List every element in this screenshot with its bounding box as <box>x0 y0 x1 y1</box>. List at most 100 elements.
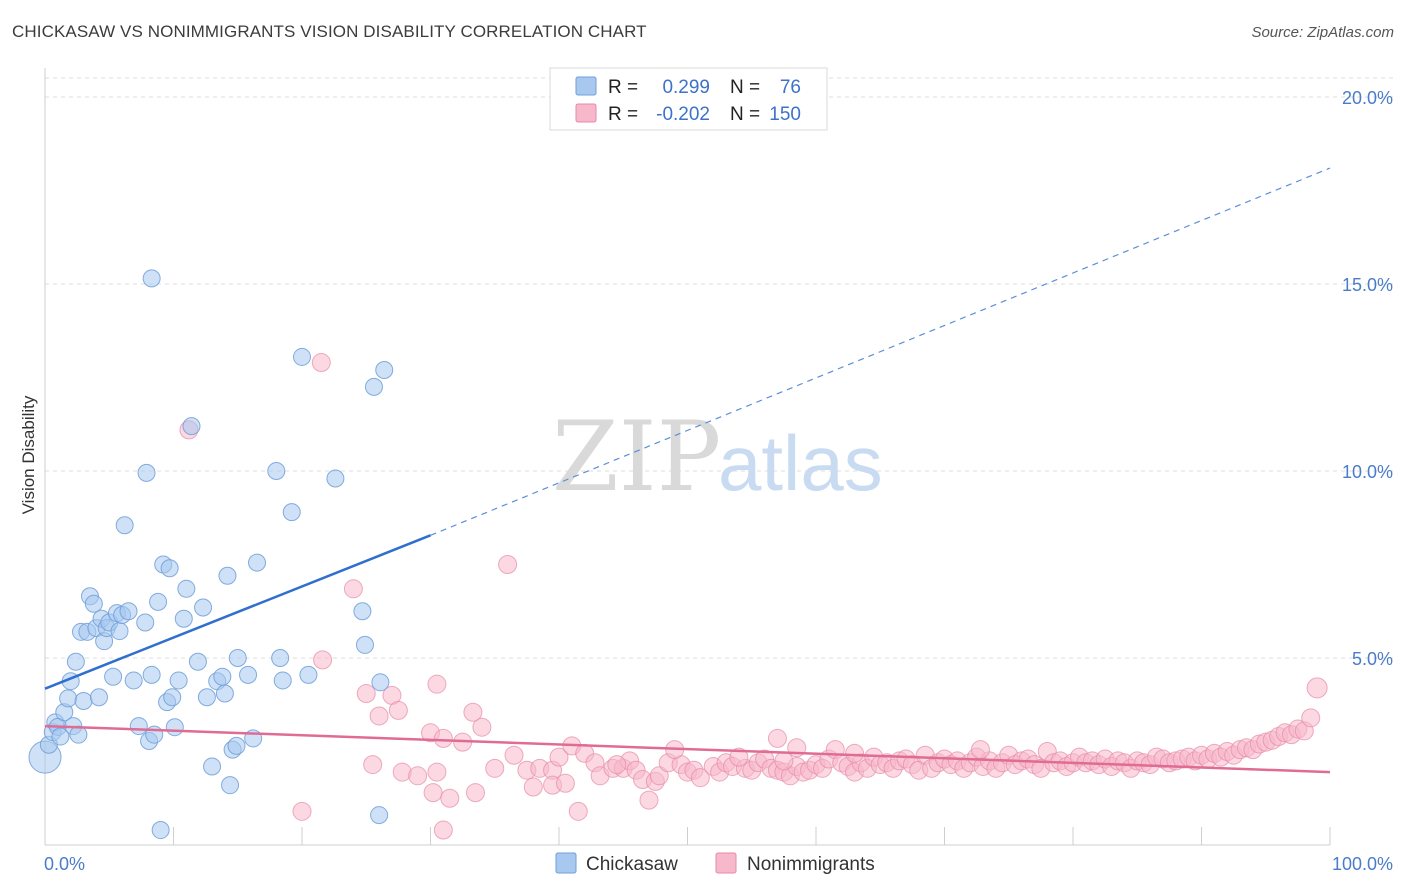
y-tick-label-3: 20.0% <box>1342 88 1393 108</box>
chickasaw-point <box>142 269 161 288</box>
chickasaw-point <box>213 667 232 686</box>
chickasaw-point <box>375 361 394 380</box>
chickasaw-point <box>218 566 237 585</box>
nonimmigrants-point <box>465 783 485 803</box>
chickasaw-point <box>248 553 267 572</box>
nonimmigrants-point <box>440 788 460 808</box>
y-tick-label-1: 10.0% <box>1342 462 1393 482</box>
chickasaw-point <box>227 736 246 755</box>
chickasaw-point <box>299 665 318 684</box>
chickasaw-point <box>74 692 93 711</box>
chickasaw-point <box>273 671 292 690</box>
nonimmigrants-point <box>690 768 710 788</box>
nonimmigrants-point <box>427 762 447 782</box>
chickasaw-point <box>66 652 85 671</box>
y-tick-labels: 5.0% 10.0% 15.0% 20.0% <box>1342 88 1393 669</box>
nonimmigrants-point <box>639 790 659 810</box>
watermark-zip: ZIP <box>552 401 721 513</box>
chickasaw-point <box>267 462 286 480</box>
nonimmigrants-point <box>549 747 569 767</box>
legend-r-label-1: R = <box>608 104 638 125</box>
nonimmigrants-point <box>504 745 524 765</box>
bottom-legend-swatch-nonimmigrants <box>715 852 737 874</box>
chickasaw-point <box>136 613 155 632</box>
chickasaw-point <box>174 609 193 628</box>
nonimmigrants-point <box>1301 708 1321 728</box>
chickasaw-point <box>326 469 345 488</box>
x-tick-label-1: 100.0% <box>1332 854 1393 874</box>
chart-title: CHICKASAW VS NONIMMIGRANTS VISION DISABI… <box>12 22 647 41</box>
chickasaw-point <box>137 463 156 482</box>
chickasaw-point <box>160 559 179 578</box>
chickasaw-point <box>370 806 389 825</box>
chickasaw-point <box>364 377 383 396</box>
nonimmigrants-point <box>774 751 794 771</box>
chickasaw-point <box>194 598 213 617</box>
trend-lines <box>44 167 1331 774</box>
nonimmigrants-point <box>423 783 443 803</box>
chickasaw-point <box>124 671 143 690</box>
nonimmigrants-point <box>311 353 331 373</box>
nonimmigrants-point <box>498 555 518 574</box>
nonimmigrants-point <box>485 758 505 778</box>
chickasaw-trend-line <box>44 534 431 690</box>
chickasaw-points <box>28 269 394 840</box>
chickasaw-point <box>228 649 247 667</box>
axes <box>44 68 1331 846</box>
nonimmigrants-point <box>388 700 408 720</box>
legend-r-value-0: 0.299 <box>662 77 710 98</box>
nonimmigrants-point <box>292 801 312 821</box>
chickasaw-point <box>177 579 196 598</box>
bottom-legend-label-nonimmigrants: Nonimmigrants <box>747 854 875 875</box>
chickasaw-point <box>293 347 311 366</box>
nonimmigrants-point <box>649 766 669 786</box>
chickasaw-point <box>84 594 103 613</box>
nonimmigrants-point <box>433 820 453 840</box>
nonimmigrants-trend-line <box>44 724 1331 774</box>
nonimmigrants-point <box>970 740 990 760</box>
legend-n-label-0: N = <box>730 77 760 98</box>
nonimmigrants-point <box>433 728 453 748</box>
y-tick-label-2: 15.0% <box>1342 275 1393 295</box>
chickasaw-point <box>59 689 78 708</box>
chickasaw-point <box>203 757 222 776</box>
nonimmigrants-point <box>427 674 447 694</box>
bottom-legend-label-chickasaw: Chickasaw <box>586 854 678 875</box>
legend-n-label-1: N = <box>730 104 760 125</box>
bottom-legend: Chickasaw Nonimmigrants <box>555 852 875 875</box>
watermark-atlas: atlas <box>718 419 883 507</box>
chickasaw-trend-extension <box>430 167 1331 536</box>
chickasaw-point <box>239 665 258 684</box>
chickasaw-point <box>129 717 148 736</box>
nonimmigrants-point <box>523 777 543 797</box>
watermark: ZIP atlas <box>552 401 883 513</box>
chickasaw-point <box>353 602 372 621</box>
nonimmigrants-point <box>313 650 333 670</box>
grid <box>45 77 1395 659</box>
chickasaw-point <box>169 671 188 690</box>
legend-n-value-1: 150 <box>769 104 801 125</box>
nonimmigrants-point <box>845 743 865 763</box>
chickasaw-point <box>51 727 70 746</box>
chickasaw-point <box>119 602 138 621</box>
legend-r-label-0: R = <box>608 77 638 98</box>
nonimmigrants-point <box>568 801 588 821</box>
legend-swatch-chickasaw <box>575 76 597 96</box>
nonimmigrants-point <box>607 755 627 775</box>
chickasaw-point <box>188 652 207 671</box>
y-tick-label-0: 5.0% <box>1352 649 1393 669</box>
nonimmigrants-point <box>356 684 376 704</box>
chickasaw-point <box>182 417 201 436</box>
nonimmigrants-point <box>463 702 483 722</box>
legend-n-value-0: 76 <box>780 77 801 98</box>
chickasaw-point <box>197 688 216 707</box>
chart-source: Source: ZipAtlas.com <box>1251 24 1394 41</box>
chickasaw-point <box>165 718 184 737</box>
legend: R = 0.299 N = 76 R = -0.202 N = 150 <box>549 67 828 131</box>
chickasaw-point <box>110 622 129 641</box>
chickasaw-point <box>221 776 240 795</box>
nonimmigrants-point <box>1306 677 1328 699</box>
nonimmigrants-point <box>472 717 492 737</box>
chickasaw-point <box>271 649 290 667</box>
